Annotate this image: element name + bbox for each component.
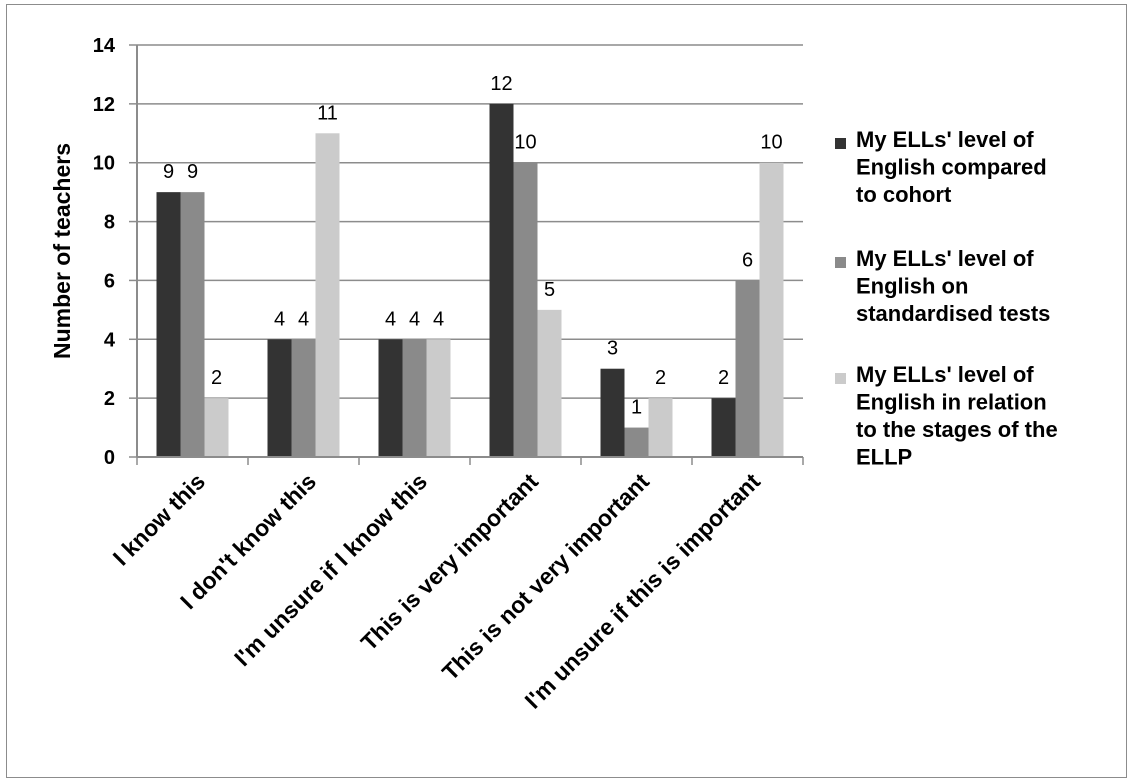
bar (711, 398, 736, 457)
data-label: 4 (409, 308, 420, 330)
data-label: 4 (433, 308, 444, 330)
category-label: I'm unsure if I know this (229, 468, 432, 671)
bar (426, 339, 451, 457)
bar (735, 280, 760, 457)
gridlines (129, 44, 803, 458)
data-label: 4 (385, 308, 396, 330)
axes (136, 45, 804, 465)
bar (291, 339, 316, 457)
data-label: 2 (211, 367, 222, 389)
bar (624, 427, 649, 457)
category-label: This is very important (356, 468, 544, 656)
data-label: 10 (760, 132, 782, 154)
bar (759, 162, 784, 457)
data-label: 9 (187, 161, 198, 183)
legend-entry: My ELLs' level of English in relation to t… (856, 362, 1058, 470)
y-tick-label: 14 (93, 35, 116, 57)
bar (378, 339, 403, 457)
y-tick-label: 4 (104, 329, 116, 351)
y-tick-label: 6 (104, 270, 115, 292)
y-tick-label: 2 (104, 388, 115, 410)
bars (156, 103, 784, 458)
data-label: 3 (607, 338, 618, 360)
y-axis-label: Number of teachers (49, 143, 75, 359)
bar (489, 103, 514, 457)
y-tick-label: 10 (93, 153, 115, 175)
data-label: 4 (274, 308, 285, 330)
bar (180, 192, 205, 457)
category-label: I'm unsure if this is important (520, 468, 766, 714)
legend-swatch (835, 257, 846, 268)
data-label: 9 (163, 161, 174, 183)
data-label: 6 (742, 249, 753, 271)
y-tick-label: 12 (93, 94, 115, 116)
bar (513, 162, 538, 457)
y-tick-label: 0 (104, 447, 115, 469)
legend: My ELLs' level of English compared to coho… (835, 127, 1058, 470)
category-label: I know this (108, 468, 210, 570)
data-label: 4 (298, 308, 309, 330)
data-label: 2 (655, 367, 666, 389)
data-label: 5 (544, 279, 555, 301)
data-label: 2 (718, 367, 729, 389)
bar (267, 339, 292, 457)
bar (537, 309, 562, 457)
legend-entry: My ELLs' level of English compared to coho… (856, 127, 1047, 207)
bar (315, 133, 340, 458)
bar (600, 368, 625, 457)
legend-swatch (835, 373, 846, 384)
bar (156, 192, 181, 457)
data-label: 12 (490, 73, 512, 95)
legend-entry: My ELLs' level of English on standardised … (856, 246, 1050, 326)
y-tick-label: 8 (104, 212, 115, 234)
legend-swatch (835, 138, 846, 149)
data-label: 1 (631, 397, 642, 419)
bar (648, 398, 673, 457)
bar (204, 398, 229, 457)
data-label: 11 (317, 102, 338, 124)
category-label: This is not very important (437, 468, 654, 685)
y-tick-labels: 0 2 4 6 8 10 12 14 (93, 35, 116, 469)
bar (402, 339, 427, 457)
data-label: 10 (514, 132, 536, 154)
